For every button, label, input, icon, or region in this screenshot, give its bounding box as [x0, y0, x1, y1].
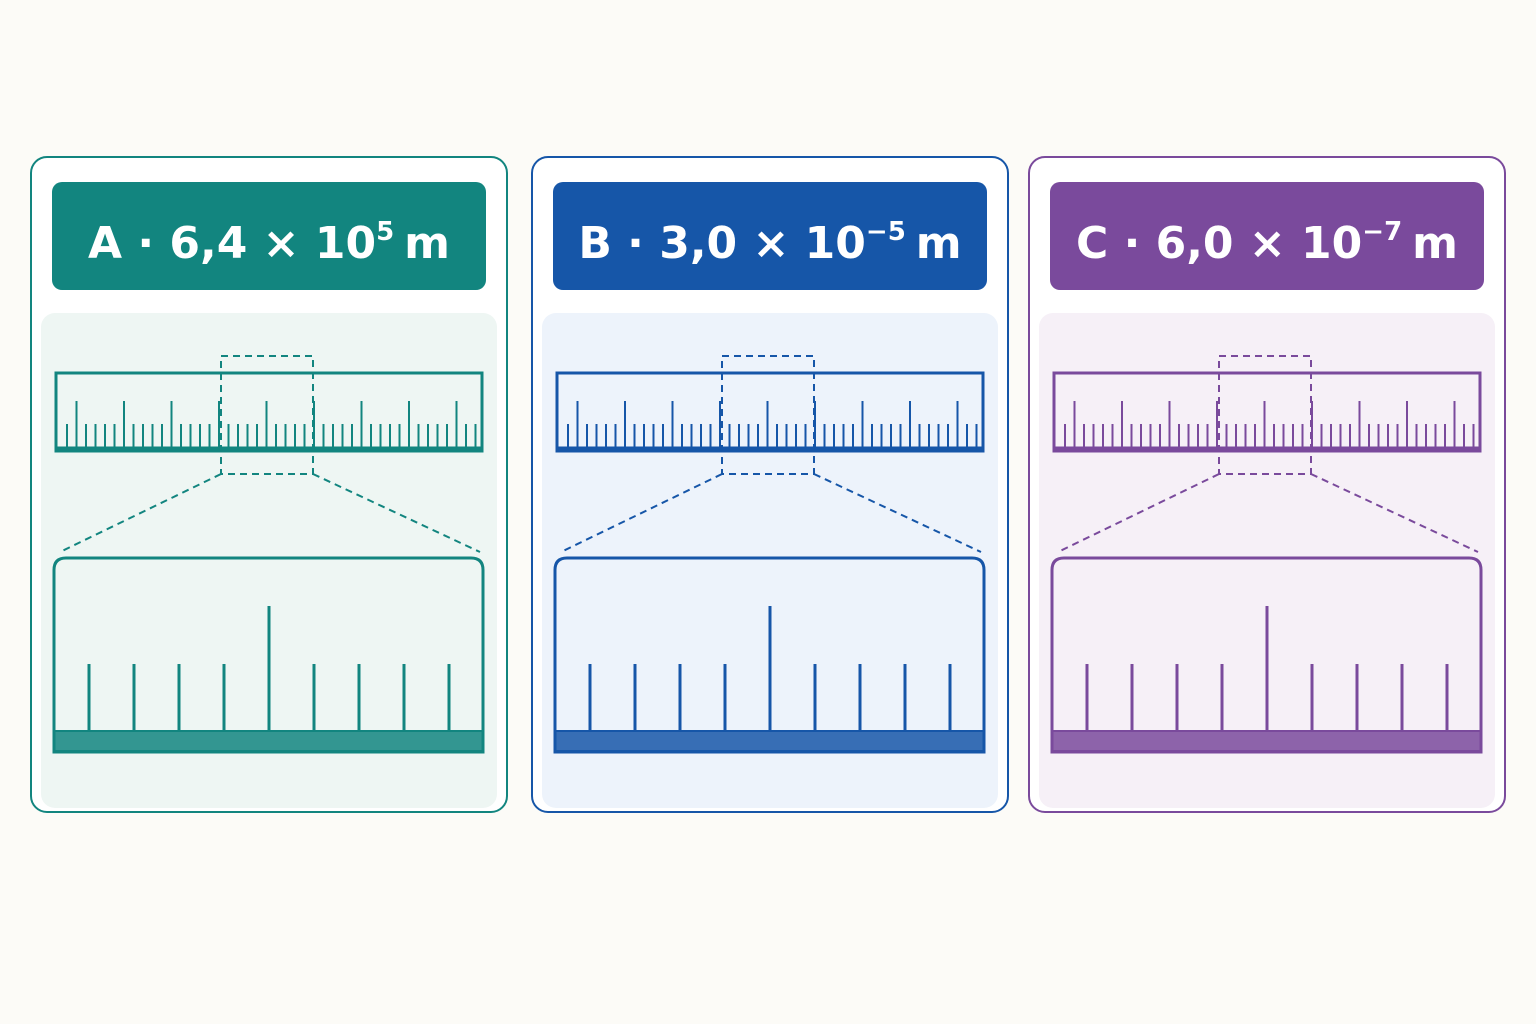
label: C · 6,0 × 10 — [1076, 218, 1362, 269]
zoom-line — [1057, 473, 1220, 553]
inner-panel — [1039, 313, 1495, 808]
ruler — [1052, 371, 1482, 453]
zoom-box — [220, 355, 314, 475]
card: C · 6,0 × 10−7 m — [1028, 156, 1506, 813]
exponent: −7 — [1362, 217, 1402, 247]
header-title: A · 6,4 × 105 m — [88, 217, 450, 269]
exponent: 5 — [376, 217, 394, 247]
header — [553, 182, 987, 290]
zoom-line — [813, 473, 982, 553]
zoom-box — [1218, 355, 1312, 475]
unit: m — [404, 218, 450, 269]
ruler — [555, 371, 985, 453]
card: B · 3,0 × 10−5 m — [531, 156, 1009, 813]
zoom-line — [1310, 473, 1479, 553]
magnified-frame — [52, 556, 485, 754]
zoom-box — [721, 355, 815, 475]
unit: m — [1412, 218, 1458, 269]
inner-panel — [41, 313, 497, 808]
unit: m — [916, 218, 962, 269]
zoom-line — [59, 473, 222, 553]
header — [1050, 182, 1484, 290]
exponent: −5 — [866, 217, 906, 247]
label: B · 3,0 × 10 — [578, 218, 866, 269]
header-title: B · 3,0 × 10−5 m — [578, 217, 961, 269]
header-title: C · 6,0 × 10−7 m — [1076, 217, 1458, 269]
magnified-frame — [1050, 556, 1483, 754]
magnified-bar — [554, 730, 985, 752]
magnified-frame — [553, 556, 986, 754]
card: A · 6,4 × 105 m — [30, 156, 508, 813]
magnified-bar — [1051, 730, 1482, 752]
label: A · 6,4 × 10 — [88, 218, 376, 269]
magnified-bar — [53, 730, 484, 752]
inner-panel — [542, 313, 998, 808]
ruler — [54, 371, 484, 453]
zoom-line — [560, 473, 723, 553]
header — [52, 182, 486, 290]
zoom-line — [312, 473, 481, 553]
